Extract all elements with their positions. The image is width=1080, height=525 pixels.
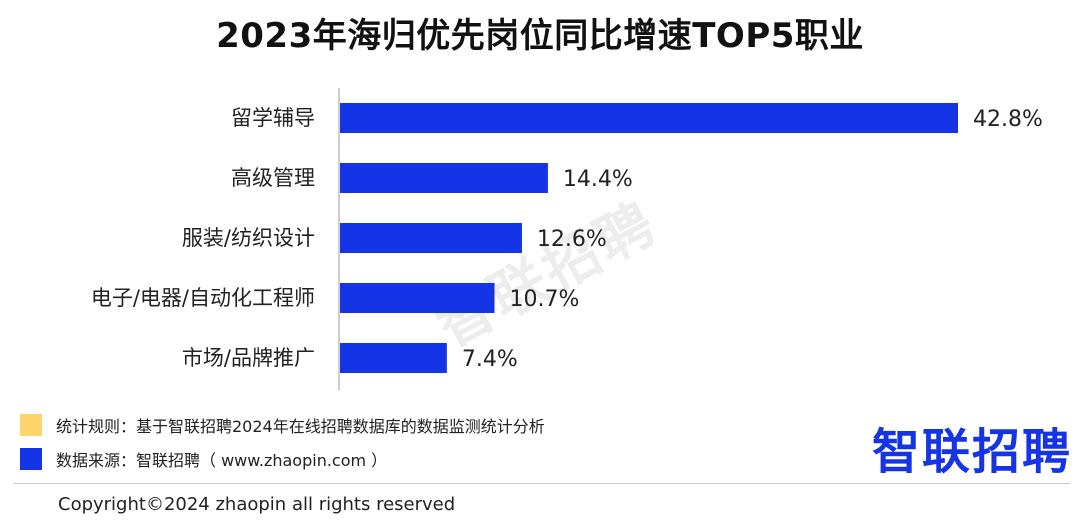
category-label: 服装/纺织设计: [182, 226, 315, 250]
category-label: 市场/品牌推广: [182, 346, 315, 370]
legend-swatch-yellow: [20, 414, 42, 436]
category-label: 高级管理: [231, 166, 315, 190]
category-label: 留学辅导: [231, 106, 315, 130]
legend-label-rule: 统计规则：基于智联招聘2024年在线招聘数据库的数据监测统计分析: [56, 417, 545, 436]
bar: [340, 343, 447, 373]
legend-item-source: 数据来源：智联招聘（ www.zhaopin.com ）: [20, 442, 545, 476]
category-label: 电子/电器/自动化工程师: [91, 286, 315, 310]
copyright-text: Copyright©2024 zhaopin all rights reserv…: [58, 494, 456, 515]
value-label: 10.7%: [510, 287, 580, 312]
zhaopin-logo: 智联招聘: [872, 424, 1073, 480]
bar-chart: 留学辅导 42.8% 高级管理 14.4% 服装/纺织设计 12.6% 电子/电器/自动化工…: [91, 88, 1043, 390]
value-label: 12.6%: [537, 227, 607, 252]
legend-item-rule: 统计规则：基于智联招聘2024年在线招聘数据库的数据监测统计分析: [20, 408, 545, 442]
bar: [340, 223, 522, 253]
divider: [14, 483, 1070, 484]
legend: 统计规则：基于智联招聘2024年在线招聘数据库的数据监测统计分析 数据来源：智联…: [20, 408, 545, 476]
bar: [340, 283, 495, 313]
value-label: 14.4%: [563, 167, 633, 192]
legend-label-source: 数据来源：智联招聘（ www.zhaopin.com ）: [56, 451, 388, 470]
value-label: 42.8%: [973, 107, 1043, 132]
bar: [340, 103, 958, 133]
bar: [340, 163, 548, 193]
value-label: 7.4%: [462, 347, 518, 372]
legend-swatch-blue: [20, 448, 42, 470]
chart-title: 2023年海归优先岗位同比增速TOP5职业: [216, 16, 864, 56]
